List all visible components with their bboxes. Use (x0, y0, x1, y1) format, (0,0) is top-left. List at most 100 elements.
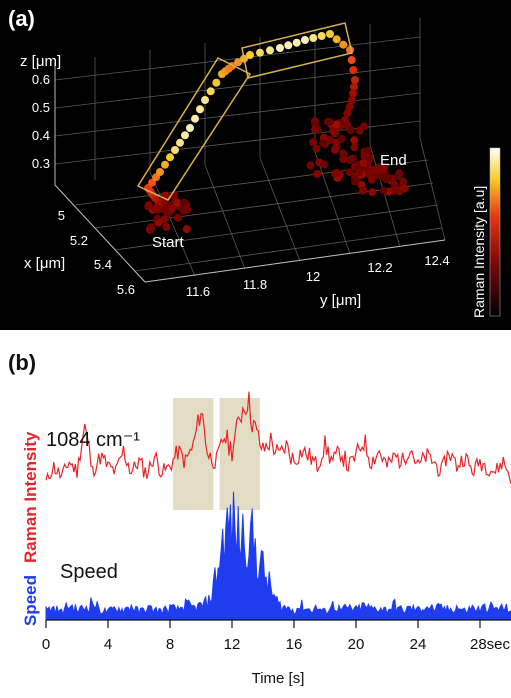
trajectory-point (181, 131, 189, 140)
trajectory-point (320, 160, 328, 169)
trajectory-point (331, 169, 339, 178)
trajectory-point (266, 46, 274, 55)
trajectory-point (292, 38, 301, 47)
speed-axis-label: Speed (21, 575, 40, 626)
trajectory-point (156, 168, 164, 176)
trajectory-point (196, 105, 204, 114)
end-label: End (380, 152, 407, 169)
trajectory-point (330, 145, 339, 154)
trajectory-point (399, 177, 408, 186)
trajectory-point (325, 117, 334, 126)
x-tick-labels: 5 5.2 5.4 5.6 (58, 208, 135, 297)
trajectory-point (311, 120, 319, 129)
trajectory-point (332, 35, 341, 44)
trajectory-point (309, 34, 318, 42)
trajectory-point (234, 58, 242, 67)
trajectory-point (329, 127, 338, 135)
x-tick-label: 8 (166, 636, 174, 653)
y-tick-label: 12.2 (367, 260, 392, 275)
trajectory-point (182, 225, 191, 234)
trajectory-point (339, 155, 348, 164)
panel-a-background (0, 0, 511, 330)
trajectory-point (395, 169, 404, 178)
trajectory-point (337, 134, 346, 143)
trajectory-point (161, 160, 169, 169)
trajectory-point (345, 168, 354, 177)
speed-trace (45, 491, 511, 621)
trajectory-point (351, 76, 359, 84)
y-tick-label: 11.6 (186, 284, 210, 299)
trajectory-point (312, 144, 321, 153)
trajectory-point (347, 56, 356, 64)
z-tick-label: 0.5 (32, 100, 50, 115)
raman-axis-label: Raman Intensity (21, 431, 40, 563)
x-tick-label: 5 (58, 208, 65, 223)
z-tick-label: 0.4 (32, 128, 50, 143)
trajectory-point (345, 102, 354, 111)
trajectory-point (349, 89, 357, 98)
trajectory-point (339, 40, 348, 49)
trajectory-point (317, 32, 326, 40)
x-tick-label: 16 (286, 636, 303, 653)
highlight-interval (173, 398, 214, 510)
z-tick-labels: 0.6 0.5 0.4 0.3 (32, 72, 50, 171)
start-label: Start (152, 234, 185, 251)
x-tick-label: 0 (42, 636, 50, 653)
trajectory-point (166, 153, 174, 162)
highlight-box-1 (136, 57, 252, 201)
trajectory-point (191, 114, 199, 123)
trajectory-point (306, 161, 315, 170)
trajectory-point (152, 203, 161, 212)
trajectory-point (350, 143, 359, 152)
panel-a: (a) z [μm] 0.6 0.5 0.4 0.3 5 5.2 5.4 5.6… (0, 0, 511, 330)
y-tick-label: 11.8 (243, 277, 267, 292)
x-tick-label: 28sec (470, 636, 511, 653)
trajectory-point (368, 188, 377, 197)
highlight-interval (219, 398, 260, 510)
trajectory-point (360, 152, 369, 160)
trajectory-point (162, 205, 170, 214)
trajectory-point (176, 138, 184, 147)
x-axis-title: Time [s] (252, 670, 305, 687)
trajectory-point (350, 82, 358, 91)
trajectory-point (256, 48, 264, 57)
highlight-box-2 (241, 22, 353, 79)
trajectory-point (366, 166, 375, 175)
trajectory-point (186, 124, 194, 132)
trajectory-point (301, 36, 309, 44)
trajectory-point (379, 165, 388, 174)
panel-b-label: (b) (8, 350, 36, 375)
panel-b-svg: (b) 0 4 8 12 16 20 24 28sec Raman Intensity Spe… (8, 350, 511, 687)
y-tick-label: 12 (306, 269, 320, 284)
trajectory-point (212, 78, 221, 87)
trajectory-point (339, 149, 348, 158)
trajectory-point (332, 120, 341, 129)
trajectory-point (246, 51, 254, 59)
trajectory-point (171, 146, 179, 154)
trajectory-point (360, 122, 368, 131)
x-tick-label: 12 (224, 636, 241, 653)
trajectory-point (147, 225, 156, 233)
panel-b: (b) 0 4 8 12 16 20 24 28sec Raman Intensity Spe… (0, 338, 511, 693)
trajectory-point (311, 125, 320, 134)
trajectory-point (154, 218, 163, 227)
x-tick-label: 5.4 (94, 257, 112, 272)
x-ticks: 0 4 8 12 16 20 24 28sec (42, 620, 511, 653)
trajectory-point (144, 202, 153, 211)
trajectory-point (201, 96, 209, 104)
y-axis-label: y [μm] (320, 292, 361, 309)
trajectory-points (144, 30, 409, 234)
panel-a-svg: (a) z [μm] 0.6 0.5 0.4 0.3 5 5.2 5.4 5.6… (0, 0, 511, 330)
x-tick-label: 24 (410, 636, 427, 653)
trajectory-point (355, 168, 364, 177)
trajectory-point (179, 198, 188, 207)
panel-a-axes (54, 62, 446, 283)
raman-trace (45, 391, 511, 485)
y-tick-label: 12.4 (424, 253, 449, 268)
trajectory-point (400, 184, 409, 193)
speed-trace-label: Speed (60, 561, 118, 583)
trajectory-point (350, 136, 359, 145)
trajectory-point (309, 138, 318, 147)
trajectory-point (313, 169, 322, 178)
trajectory-point (346, 126, 355, 135)
